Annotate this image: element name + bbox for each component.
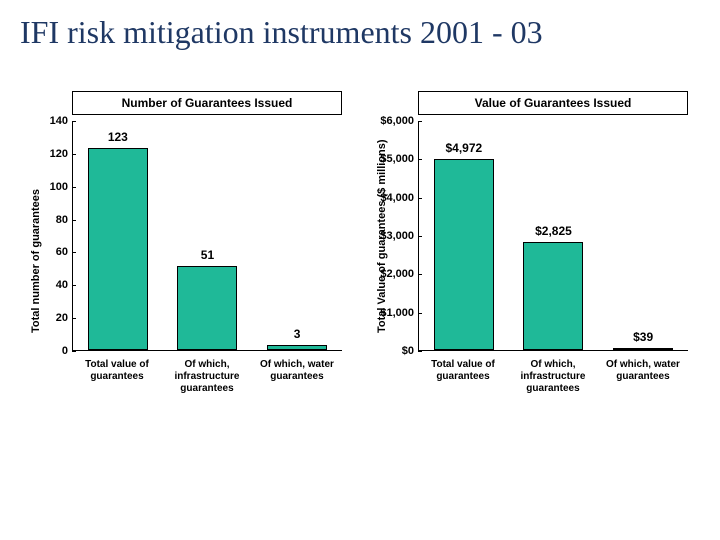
bar-slot: 3 <box>252 121 342 350</box>
y-tick-label: $6,000 <box>368 115 414 127</box>
y-tick-mark <box>72 351 76 352</box>
bar-slot: $39 <box>598 121 688 350</box>
bar-slot: $4,972 <box>419 121 509 350</box>
y-tick-label: $1,000 <box>368 307 414 319</box>
chart-right: Value of Guarantees Issued Total Value o… <box>368 91 698 401</box>
y-tick-label: 20 <box>22 312 68 324</box>
y-tick-label: 60 <box>22 246 68 258</box>
bar <box>267 345 327 350</box>
x-axis-label: Of which, infrastructure guarantees <box>508 355 598 401</box>
bar <box>88 148 148 350</box>
bar-slot: 51 <box>163 121 253 350</box>
chart-left-y-axis-label: Total number of guarantees <box>30 189 42 333</box>
x-axis-label: Of which, water guarantees <box>598 355 688 401</box>
y-tick-label: $2,000 <box>368 268 414 280</box>
x-axis-label: Total value of guarantees <box>72 355 162 401</box>
bar <box>613 348 673 350</box>
page-title: IFI risk mitigation instruments 2001 - 0… <box>0 0 720 51</box>
chart-right-plot: $4,972 $2,825 $39 <box>418 121 688 351</box>
bar <box>523 242 583 350</box>
charts-container: Number of Guarantees Issued Total number… <box>0 51 720 401</box>
y-tick-label: $4,000 <box>368 192 414 204</box>
bar-value-label: $4,972 <box>419 141 509 155</box>
y-tick-label: 0 <box>22 345 68 357</box>
bar-value-label: $2,825 <box>509 224 599 238</box>
bar <box>177 266 237 350</box>
y-tick-label: 100 <box>22 181 68 193</box>
chart-left-x-labels: Total value of guaranteesOf which, infra… <box>72 355 342 401</box>
bar-slot: 123 <box>73 121 163 350</box>
bar-value-label: 3 <box>252 327 342 341</box>
bar-value-label: 51 <box>163 248 253 262</box>
chart-right-container: Value of Guarantees Issued Total Value o… <box>368 91 698 401</box>
chart-left-plot: 123 51 3 <box>72 121 342 351</box>
y-tick-label: 140 <box>22 115 68 127</box>
y-tick-label: 120 <box>22 148 68 160</box>
x-axis-label: Total value of guarantees <box>418 355 508 401</box>
bar <box>434 159 494 350</box>
chart-left-container: Number of Guarantees Issued Total number… <box>22 91 352 401</box>
chart-left-bars: 123 51 3 <box>73 121 342 350</box>
x-axis-label: Of which, infrastructure guarantees <box>162 355 252 401</box>
y-tick-label: 80 <box>22 214 68 226</box>
y-tick-mark <box>418 351 422 352</box>
y-tick-label: 40 <box>22 279 68 291</box>
bar-slot: $2,825 <box>509 121 599 350</box>
chart-left-title: Number of Guarantees Issued <box>72 91 342 115</box>
x-axis-label: Of which, water guarantees <box>252 355 342 401</box>
chart-right-x-labels: Total value of guaranteesOf which, infra… <box>418 355 688 401</box>
chart-right-title: Value of Guarantees Issued <box>418 91 688 115</box>
bar-value-label: $39 <box>598 330 688 344</box>
y-tick-label: $5,000 <box>368 153 414 165</box>
chart-left: Number of Guarantees Issued Total number… <box>22 91 352 401</box>
y-tick-label: $0 <box>368 345 414 357</box>
y-tick-label: $3,000 <box>368 230 414 242</box>
chart-right-bars: $4,972 $2,825 $39 <box>419 121 688 350</box>
bar-value-label: 123 <box>73 130 163 144</box>
